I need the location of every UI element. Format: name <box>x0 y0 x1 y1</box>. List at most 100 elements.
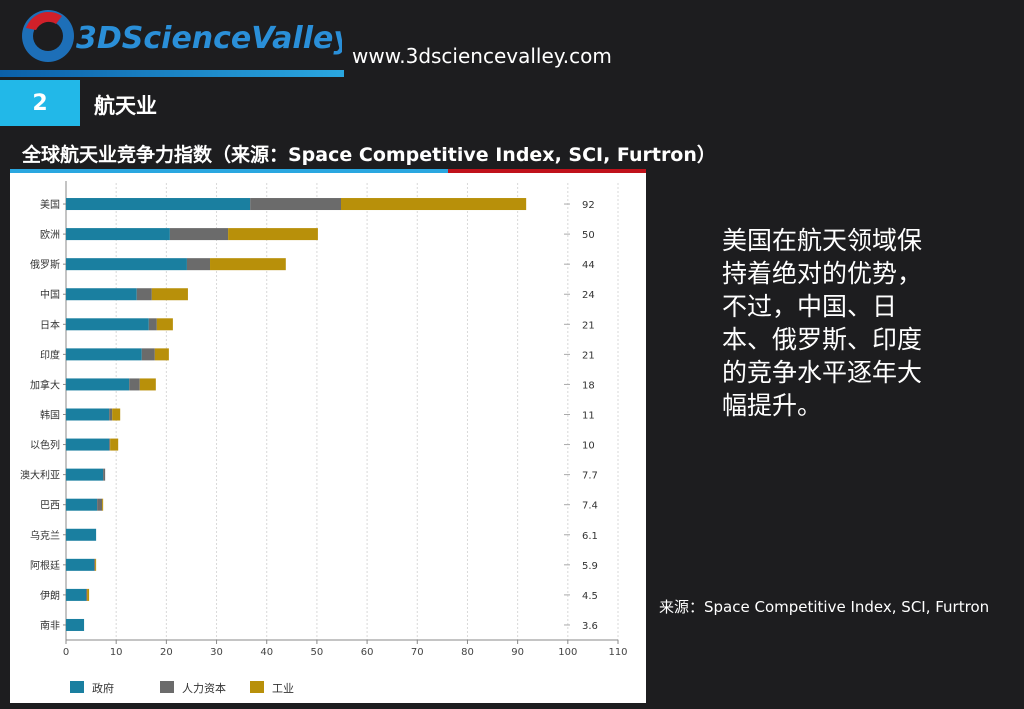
total-label: 50 <box>582 230 595 241</box>
x-tick-label: 20 <box>160 647 173 658</box>
bar-segment <box>66 438 110 451</box>
x-tick-label: 70 <box>411 647 424 658</box>
total-label: 24 <box>582 290 595 301</box>
x-tick-label: 90 <box>511 647 524 658</box>
chart-title: 全球航天业竞争力指数（来源：Space Competitive Index, S… <box>22 144 716 166</box>
bar-segment <box>66 198 251 211</box>
x-tick-label: 0 <box>63 647 69 658</box>
bar-segment <box>66 318 149 331</box>
paragraph: 美国在航天领域保持着绝对的优势，不过，中国、日本、俄罗斯、印度的竞争水平逐年大幅… <box>722 226 923 420</box>
chart-background <box>10 173 646 703</box>
bar-segment <box>110 438 119 451</box>
bar-segment <box>156 318 173 331</box>
source-note: 来源：Space Competitive Index, SCI, Furtron <box>659 598 990 616</box>
legend-swatch <box>160 681 174 693</box>
logo-text: 3DScienceValley <box>76 21 342 56</box>
logo-graphic: 3DScienceValley <box>22 10 354 62</box>
bar-segment <box>102 498 104 511</box>
title-underline <box>10 169 448 173</box>
legend-swatch <box>70 681 84 693</box>
bar-segment <box>148 318 157 331</box>
bar-segment <box>340 198 527 211</box>
bar-segment <box>129 378 140 391</box>
x-tick-label: 50 <box>311 647 324 658</box>
bar-segment <box>66 378 130 391</box>
total-label: 5.9 <box>582 561 598 572</box>
bar-segment <box>66 618 85 631</box>
section-name: 航天业 <box>94 94 157 118</box>
x-tick-label: 40 <box>260 647 273 658</box>
legend-swatch <box>250 681 264 693</box>
total-label: 4.5 <box>582 591 598 602</box>
bar-segment <box>66 288 137 301</box>
bar-segment <box>103 468 106 481</box>
x-tick-label: 10 <box>110 647 123 658</box>
total-label: 6.1 <box>582 531 598 542</box>
bar-segment <box>66 258 187 271</box>
total-label: 10 <box>582 441 595 452</box>
bar-segment <box>141 348 155 361</box>
bar-segment <box>136 288 152 301</box>
logo-circle-inner <box>33 21 63 51</box>
y-tick-label: 美国 <box>40 198 60 211</box>
logo-swoosh <box>26 11 62 30</box>
y-tick-label: 澳大利亚 <box>20 469 60 482</box>
bar-segment <box>210 258 286 271</box>
total-label: 11 <box>582 411 595 422</box>
bar-segment <box>186 258 211 271</box>
y-tick-label: 欧洲 <box>40 229 60 241</box>
legend-label: 工业 <box>272 682 294 695</box>
x-tick-label: 110 <box>608 647 627 658</box>
y-tick-label: 南非 <box>40 619 60 632</box>
x-tick-label: 60 <box>361 647 374 658</box>
y-tick-label: 加拿大 <box>30 378 60 391</box>
title-underline <box>448 169 646 173</box>
bar-segment <box>95 558 97 571</box>
bar-segment <box>66 588 87 601</box>
bar-segment <box>66 408 110 421</box>
bar-segment <box>169 228 229 241</box>
legend-label: 人力资本 <box>182 681 226 695</box>
total-label: 21 <box>582 320 595 331</box>
y-tick-label: 中国 <box>40 288 60 301</box>
y-tick-label: 以色列 <box>30 439 60 452</box>
bar-segment <box>228 228 318 241</box>
total-label: 92 <box>582 200 595 211</box>
total-label: 3.6 <box>582 621 598 632</box>
y-tick-label: 乌克兰 <box>30 529 60 542</box>
bar-segment <box>86 588 88 601</box>
total-label: 7.7 <box>582 471 598 482</box>
y-tick-label: 印度 <box>40 348 60 361</box>
bar-segment <box>97 498 103 511</box>
total-label: 44 <box>582 260 595 271</box>
y-tick-label: 巴西 <box>40 500 60 512</box>
header-stripe <box>0 70 344 77</box>
y-tick-label: 俄罗斯 <box>30 258 60 271</box>
bar-segment <box>154 348 169 361</box>
bar-segment <box>87 588 90 601</box>
site-url: www.3dsciencevalley.com <box>352 44 612 68</box>
y-tick-label: 韩国 <box>40 409 60 422</box>
bar-segment <box>151 288 188 301</box>
bar-segment <box>109 438 111 451</box>
bar-segment <box>112 408 121 421</box>
bar-segment <box>66 498 98 511</box>
bar-segment <box>66 468 104 481</box>
y-tick-label: 日本 <box>40 318 60 331</box>
bar-segment <box>250 198 341 211</box>
total-label: 18 <box>582 380 595 391</box>
total-label: 21 <box>582 350 595 361</box>
bar-segment <box>139 378 156 391</box>
bar-segment <box>66 228 170 241</box>
bar-segment <box>94 558 96 571</box>
x-tick-label: 30 <box>210 647 223 658</box>
x-tick-label: 100 <box>558 647 577 658</box>
total-label: 7.4 <box>582 501 598 512</box>
chart: 0 10 20 30 40 50 60 70 80 90 100 110 美国 92 欧洲 50 俄罗斯 44 中国… <box>10 173 646 703</box>
bar-segment <box>66 348 142 361</box>
section-number: 2 <box>0 80 80 126</box>
bar-segment <box>66 528 97 541</box>
y-tick-label: 阿根廷 <box>30 559 60 572</box>
y-tick-label: 伊朗 <box>40 590 60 602</box>
